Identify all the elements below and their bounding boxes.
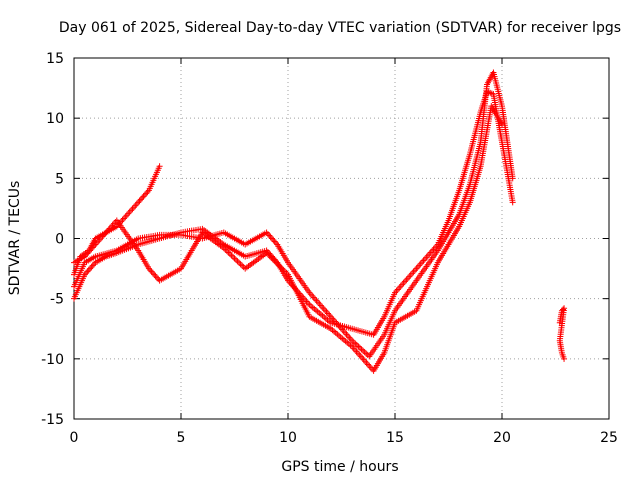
data-point	[271, 238, 278, 245]
data-point	[140, 193, 147, 200]
data-point	[155, 276, 162, 283]
x-tick-label: 20	[493, 430, 511, 446]
x-tick-label: 5	[177, 430, 186, 446]
series-track-d	[71, 163, 163, 278]
data-point	[360, 347, 367, 354]
x-tick-label: 10	[279, 430, 297, 446]
data-markers	[71, 69, 568, 374]
data-point	[149, 270, 156, 277]
data-point	[85, 267, 92, 274]
data-point	[267, 233, 274, 240]
chart-title: Day 061 of 2025, Sidereal Day-to-day VTE…	[59, 20, 621, 36]
data-point	[233, 256, 240, 263]
data-point	[143, 190, 150, 197]
y-tick-label: 10	[46, 111, 64, 127]
data-point	[136, 197, 143, 204]
data-point	[509, 199, 516, 206]
x-tick-label: 15	[386, 430, 404, 446]
y-tick-label: 5	[55, 171, 64, 187]
data-point	[148, 268, 155, 275]
data-point	[151, 271, 158, 278]
data-point	[561, 355, 568, 362]
series-track-e	[556, 305, 568, 362]
data-point	[88, 264, 95, 271]
data-point	[237, 261, 244, 268]
data-point	[231, 255, 238, 262]
data-point	[89, 262, 96, 269]
series-track-a	[71, 88, 516, 338]
y-tick-label: -10	[41, 352, 64, 368]
data-point	[84, 268, 91, 275]
y-tick-label: 15	[46, 51, 64, 67]
data-point	[236, 259, 243, 266]
grid	[74, 58, 609, 419]
x-tick-label: 25	[600, 430, 618, 446]
data-point	[226, 250, 233, 257]
axis-ticks: 0 5 10 15 20 25 15 10 5 0 -5 -10 -15	[41, 51, 618, 446]
x-axis-label: GPS time / hours	[281, 459, 398, 475]
y-tick-label: -15	[41, 412, 64, 428]
data-point	[139, 194, 146, 201]
data-point	[270, 237, 277, 244]
y-axis-label: SDTVAR / TECUs	[7, 181, 23, 296]
data-point	[509, 175, 516, 182]
y-tick-label: -5	[50, 292, 64, 308]
data-point	[87, 265, 94, 272]
data-point	[264, 230, 271, 237]
data-point	[268, 235, 275, 242]
y-tick-label: 0	[55, 232, 64, 248]
data-point	[141, 191, 148, 198]
data-point	[363, 350, 370, 357]
data-point	[152, 273, 159, 280]
data-point	[156, 163, 163, 170]
data-point	[361, 349, 368, 356]
x-tick-label: 0	[70, 430, 79, 446]
data-point	[234, 258, 241, 265]
data-point	[499, 121, 505, 128]
data-point	[137, 196, 144, 203]
data-point	[228, 252, 235, 259]
data-point	[229, 253, 236, 260]
